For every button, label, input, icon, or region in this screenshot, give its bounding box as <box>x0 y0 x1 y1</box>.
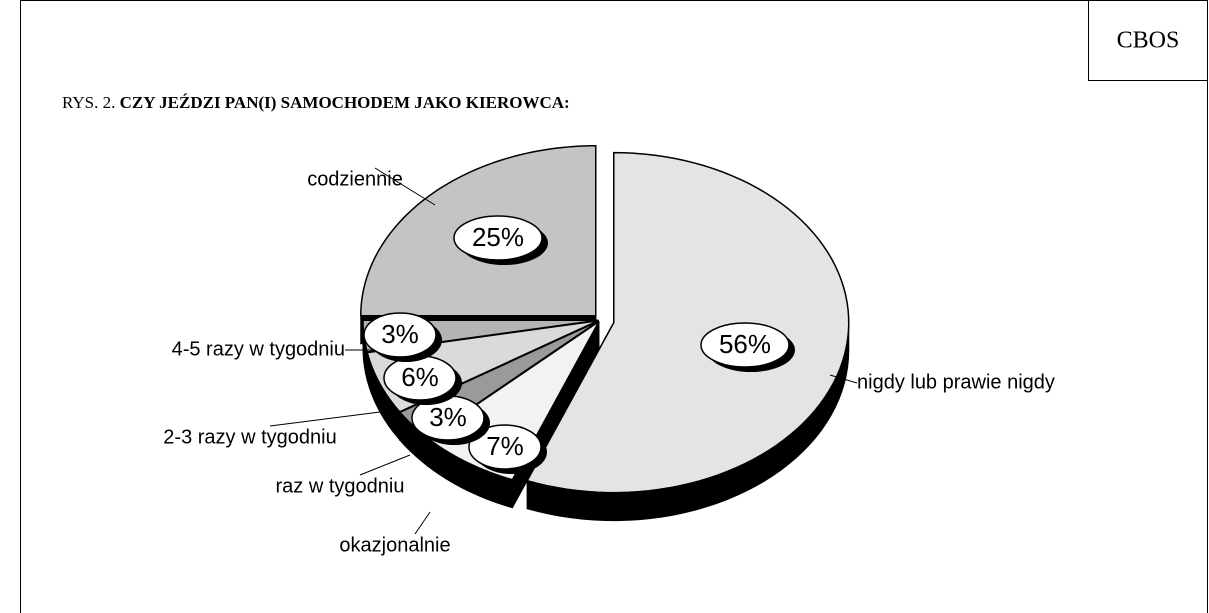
leader-line <box>359 454 411 476</box>
leader-line <box>829 374 858 384</box>
category-label: codziennie <box>307 168 403 190</box>
value-label: 6% <box>401 362 439 392</box>
figure-label: RYS. 2. <box>62 93 115 112</box>
value-label: 25% <box>472 222 524 252</box>
slice <box>526 151 850 494</box>
value-label: 3% <box>429 402 467 432</box>
category-label: nigdy lub prawie nigdy <box>857 371 1055 393</box>
value-label: 3% <box>381 319 419 349</box>
category-label: 2-3 razy w tygodniu <box>163 426 336 448</box>
source-box <box>1088 0 1208 81</box>
leader-line <box>414 511 431 535</box>
category-label: raz w tygodniu <box>276 475 405 497</box>
value-label-bg <box>700 322 790 368</box>
leader-line <box>374 167 436 206</box>
value-label: 7% <box>486 431 524 461</box>
value-label-bg <box>363 312 437 358</box>
category-label: okazjonalnie <box>339 534 450 556</box>
category-label: 4-5 razy w tygodniu <box>172 338 345 360</box>
source: CBOS <box>1117 28 1180 54</box>
leader-line <box>269 411 381 427</box>
value-label-bg <box>453 215 543 261</box>
value-label-bg <box>468 424 542 470</box>
value-label: 56% <box>719 329 771 359</box>
title: CZY JEŹDZI PAN(I) SAMOCHODEM JAKO KIEROW… <box>120 93 570 112</box>
frame <box>20 0 1208 613</box>
chart-title: RYS. 2. CZY JEŹDZI PAN(I) SAMOCHODEM JAK… <box>62 93 570 112</box>
